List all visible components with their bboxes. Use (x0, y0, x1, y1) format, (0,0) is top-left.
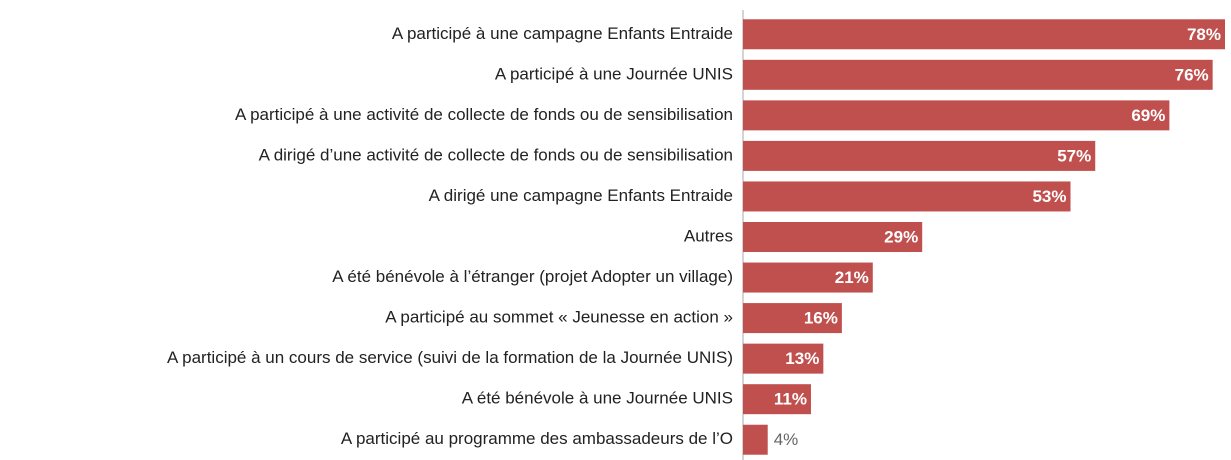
bar (743, 424, 768, 455)
bar (743, 59, 1213, 90)
value-label: 78% (1187, 25, 1221, 44)
value-label: 11% (774, 390, 807, 409)
category-label: A participé à une activité de collecte d… (235, 105, 733, 124)
category-label: A participé au sommet « Jeunesse en acti… (385, 308, 733, 327)
bar (743, 140, 1096, 171)
value-label: 53% (1032, 187, 1066, 206)
value-label: 21% (835, 268, 869, 287)
bar (743, 303, 842, 334)
value-label: 69% (1131, 106, 1165, 125)
bar (743, 100, 1170, 131)
category-label: A participé à une campagne Enfants Entra… (392, 24, 733, 43)
category-label: A participé à une Journée UNIS (495, 64, 733, 83)
category-label: Autres (684, 226, 733, 245)
bar (743, 181, 1071, 212)
category-label: A été bénévole à l’étranger (projet Adop… (332, 267, 733, 286)
value-label: 13% (785, 349, 819, 368)
value-label: 16% (804, 309, 838, 328)
bar (743, 19, 1225, 50)
bar (743, 343, 824, 374)
value-label: 76% (1175, 65, 1209, 84)
category-label: A été bénévole à une Journée UNIS (462, 389, 733, 408)
value-label: 57% (1057, 146, 1091, 165)
category-label: A participé au programme des ambassadeur… (341, 429, 733, 448)
bar (743, 262, 873, 293)
bar (743, 222, 923, 252)
category-label: A dirigé d’une activité de collecte de f… (259, 145, 733, 164)
bar (743, 384, 811, 415)
category-label: A dirigé une campagne Enfants Entraide (429, 186, 733, 205)
value-label: 29% (884, 227, 918, 246)
value-label: 4% (774, 430, 799, 449)
category-label: A participé à un cours de service (suivi… (167, 348, 733, 367)
